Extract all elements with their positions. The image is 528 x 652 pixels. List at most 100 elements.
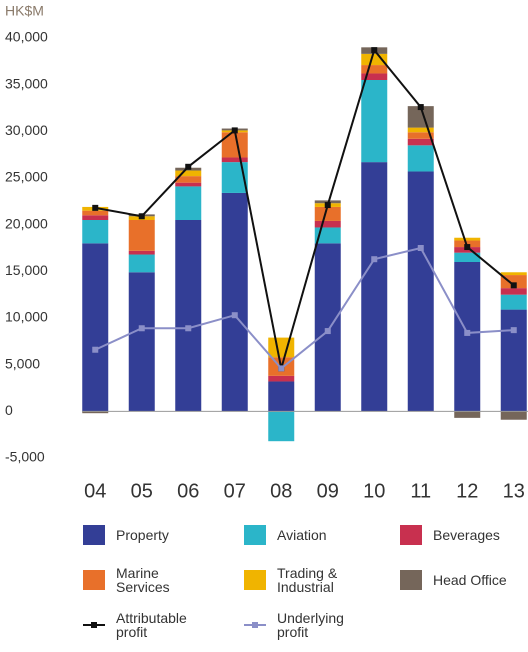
bar — [407, 145, 434, 172]
bar — [175, 186, 202, 220]
bar — [268, 411, 295, 442]
legend-label: Underlying profit — [277, 610, 344, 640]
line-marker — [138, 213, 145, 220]
y-tick-label: 5,000 — [5, 355, 40, 371]
bar — [454, 411, 481, 418]
bar — [175, 220, 202, 412]
line-marker — [278, 365, 285, 372]
bar — [128, 250, 155, 255]
chart: HK$M -5,000 0 5,000 10,000 15,000 20,000 25,00… — [5, 3, 528, 502]
bar — [361, 80, 388, 163]
bar — [268, 337, 295, 358]
line-marker — [92, 204, 99, 211]
legend-swatch — [83, 622, 105, 628]
bar — [407, 106, 434, 128]
bar — [221, 132, 248, 158]
legend-item: Trading & Industrial — [244, 566, 347, 594]
y-tick-label: 10,000 — [5, 309, 48, 325]
bar — [175, 176, 202, 183]
bar — [314, 243, 341, 412]
legend-item: Aviation — [244, 521, 367, 549]
y-tick-label: 40,000 — [5, 29, 48, 45]
legend-item: Marine Services — [83, 566, 206, 594]
y-tick-label: 30,000 — [5, 122, 48, 138]
y-tick-label: 35,000 — [5, 75, 48, 91]
y-axis-label: HK$M — [5, 3, 44, 19]
line-marker — [371, 256, 378, 263]
line-marker — [417, 245, 424, 251]
bar — [500, 294, 527, 310]
line-marker — [185, 163, 192, 170]
legend-item: Beverages — [400, 521, 523, 549]
x-tick-label: 10 — [363, 480, 385, 502]
bar — [500, 275, 527, 289]
x-tick-label: 11 — [410, 480, 431, 502]
line-marker — [324, 328, 331, 335]
x-tick-label: 05 — [131, 480, 153, 502]
legend-swatch-fill — [83, 525, 105, 545]
bar — [407, 171, 434, 412]
legend-swatch — [244, 525, 266, 545]
bar — [314, 220, 341, 228]
y-tick-label: 15,000 — [5, 262, 48, 278]
legend-swatch — [244, 570, 266, 590]
bar — [128, 254, 155, 273]
bar — [82, 210, 109, 216]
bar — [500, 309, 527, 412]
y-tick-label: 25,000 — [5, 169, 48, 185]
bar — [175, 182, 202, 187]
legend-label: Marine Services — [116, 565, 170, 595]
line-marker — [510, 327, 517, 334]
bar — [407, 132, 434, 139]
x-tick-label: 07 — [224, 480, 246, 502]
bar — [454, 240, 481, 248]
bar — [128, 272, 155, 412]
line-marker — [138, 325, 145, 332]
line-marker — [324, 202, 331, 209]
line-marker — [92, 346, 99, 353]
line — [95, 48, 515, 369]
legend-item: Head Office — [400, 566, 523, 594]
bar — [361, 65, 388, 74]
legend-item: Underlying profit — [244, 611, 362, 639]
line-marker — [371, 47, 378, 54]
line-marker — [231, 312, 238, 319]
bar — [82, 411, 109, 414]
bar — [361, 53, 388, 66]
line-marker — [417, 104, 424, 111]
legend-swatch-fill — [400, 525, 422, 545]
bar — [454, 237, 481, 241]
legend-swatch — [400, 570, 422, 590]
bar — [361, 162, 388, 412]
legend-item: Attributable profit — [83, 611, 201, 639]
legend-marker — [252, 622, 258, 628]
legend-label: Head Office — [433, 572, 507, 588]
line-marker — [464, 244, 471, 251]
bar — [454, 262, 481, 412]
legend-swatch — [244, 622, 266, 628]
y-tick-label: 0 — [5, 402, 13, 418]
bar — [128, 220, 155, 251]
legend-marker — [91, 622, 97, 628]
bar — [268, 381, 295, 412]
legend-label: Aviation — [277, 527, 327, 543]
y-tick-label: 20,000 — [5, 215, 48, 231]
bar — [221, 192, 248, 412]
bar — [314, 206, 341, 221]
bar — [82, 243, 109, 412]
x-tick-label: 12 — [456, 480, 478, 502]
bar — [407, 127, 434, 133]
bar — [175, 170, 202, 177]
x-tick-label: 09 — [317, 480, 339, 502]
line — [94, 246, 514, 370]
line-marker — [231, 127, 238, 134]
legend-swatch-fill — [244, 525, 266, 545]
legend-swatch — [83, 570, 105, 590]
bar — [221, 157, 248, 163]
bar — [500, 411, 527, 420]
x-tick-label: 13 — [503, 480, 525, 502]
legend-label: Beverages — [433, 527, 500, 543]
bar — [82, 220, 109, 244]
x-tick-label: 08 — [270, 480, 292, 502]
